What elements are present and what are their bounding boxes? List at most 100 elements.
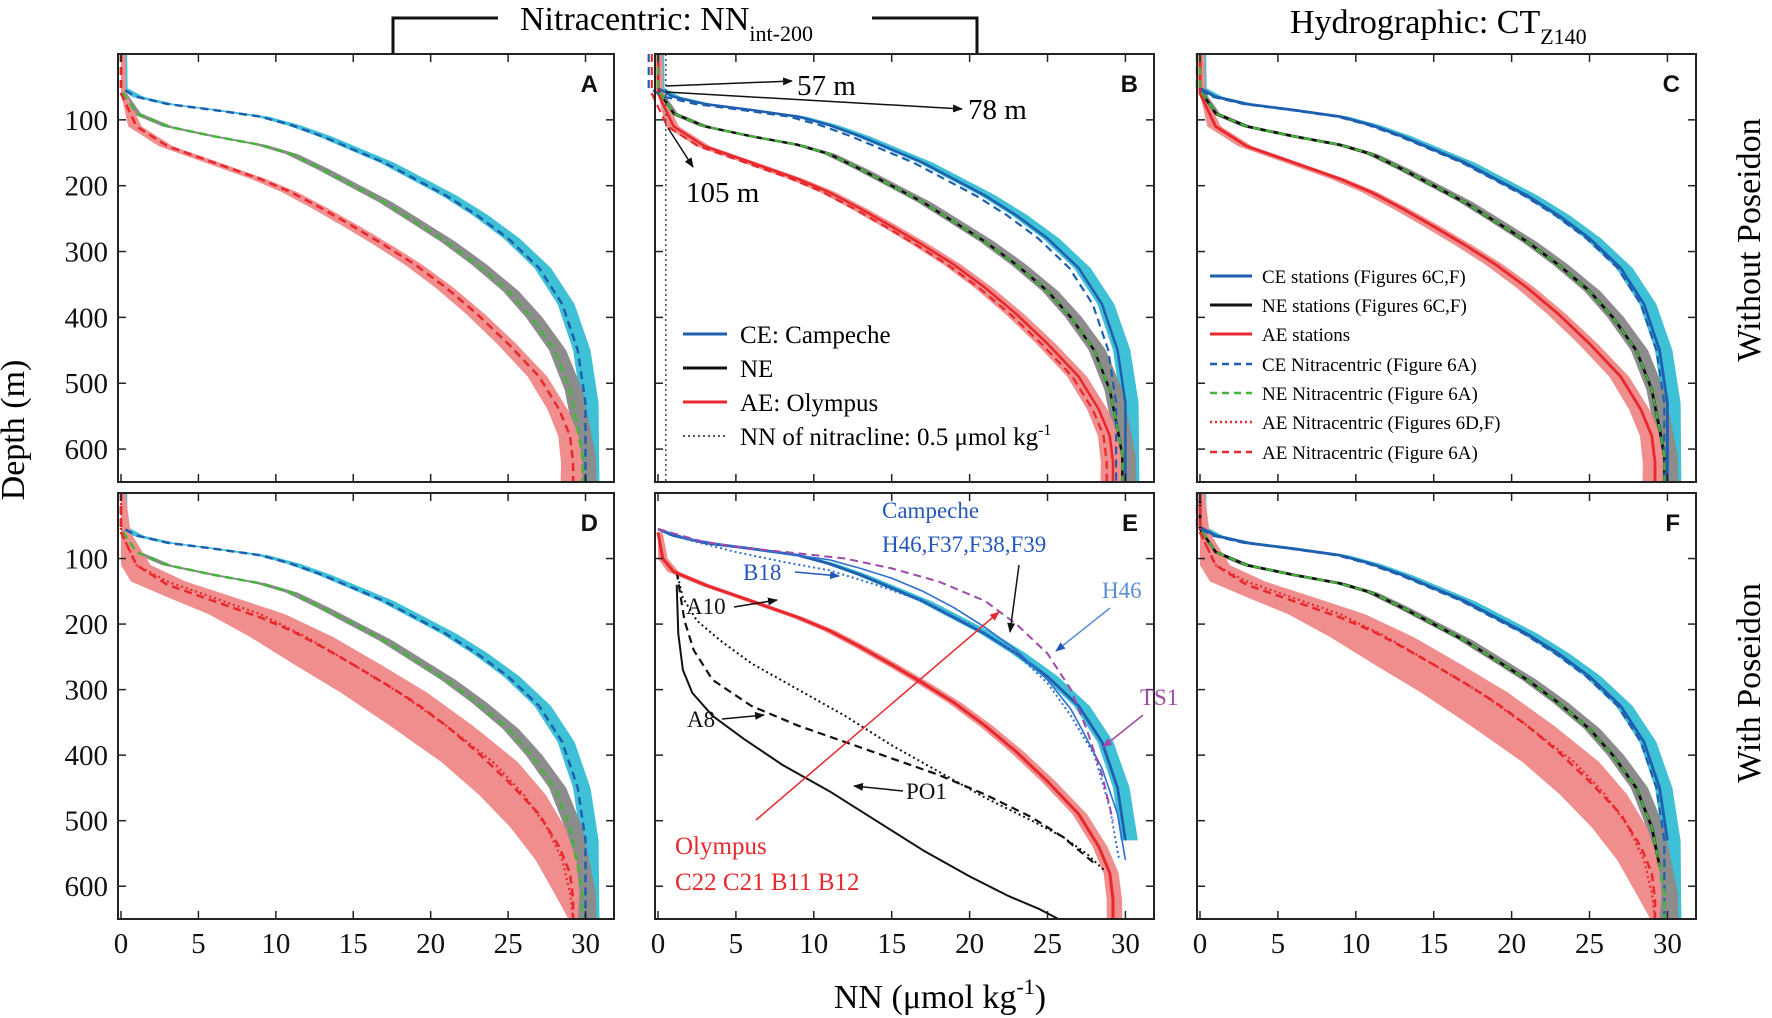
x-tick-label: 10 bbox=[261, 928, 290, 960]
arrow-b18 bbox=[794, 571, 840, 580]
axes-panel-f: 0 5 10 15 20 25 30 F bbox=[1193, 492, 1697, 960]
ce-nitracentric-line bbox=[647, 54, 1118, 482]
x-tick-label: 25 bbox=[1033, 928, 1062, 960]
ts1-line bbox=[657, 528, 1114, 821]
chart-panel-c bbox=[1195, 54, 1682, 482]
label-olympus: Olympus bbox=[675, 833, 767, 860]
a10-line bbox=[675, 571, 1105, 871]
label-po1: PO1 bbox=[906, 779, 947, 804]
y-tick-label: 300 bbox=[65, 675, 109, 707]
arrow-105m bbox=[667, 127, 694, 168]
arrow-po1 bbox=[853, 782, 904, 792]
arrow-57m bbox=[665, 77, 793, 87]
chart-panel-b bbox=[647, 54, 1140, 482]
legend-c-ae-stations: AE stations bbox=[1262, 325, 1350, 346]
frame-panel-f bbox=[1196, 492, 1697, 920]
legend-b-ae: AE: Olympus bbox=[740, 390, 878, 417]
ae-range-band bbox=[1200, 493, 1662, 919]
label-b18: B18 bbox=[743, 560, 781, 585]
x-tick-label: 10 bbox=[1341, 928, 1370, 960]
arrow-78m bbox=[665, 91, 963, 113]
ae-stations-line bbox=[1198, 54, 1657, 482]
x-tick-label: 5 bbox=[191, 928, 206, 960]
panel-label-d: D bbox=[581, 510, 598, 537]
ae-nitracentric-dashed-line bbox=[119, 493, 575, 919]
x-tick-label: 5 bbox=[729, 928, 744, 960]
ne-line bbox=[656, 54, 1124, 482]
axes-panel-a: 100 200 300 400 500 600 A bbox=[65, 53, 615, 483]
legend-c-ae-nitracentric: AE Nitracentric (Figure 6A) bbox=[1262, 443, 1478, 464]
label-h46: H46 bbox=[1102, 578, 1142, 603]
annotations-panel-e: Campeche H46,F37,F38,F39 B18 H46 A10 TS1… bbox=[675, 498, 1178, 896]
y-tick-label: 100 bbox=[65, 544, 109, 576]
arrow-ts1 bbox=[1102, 714, 1144, 748]
a8-line bbox=[675, 571, 1096, 865]
x-tick-label: 15 bbox=[339, 928, 368, 960]
x-tick-label: 5 bbox=[1271, 928, 1286, 960]
y-tick-label: 300 bbox=[65, 237, 109, 269]
chart-panel-a bbox=[119, 54, 600, 482]
y-tick-label: 100 bbox=[65, 105, 109, 137]
y-tick-label: 200 bbox=[65, 609, 109, 641]
frame-panel-d bbox=[117, 492, 615, 920]
x-tick-label: 15 bbox=[1419, 928, 1448, 960]
label-a10: A10 bbox=[686, 594, 726, 619]
x-axis-label: NN (μmol kg-1) bbox=[834, 974, 1046, 1016]
x-tick-label: 30 bbox=[571, 928, 600, 960]
header-hydrographic: Hydrographic: CTZ140 bbox=[1290, 4, 1587, 49]
frame-panel-b bbox=[654, 53, 1155, 483]
frame-panel-e bbox=[654, 492, 1155, 920]
y-axis-label: Depth (m) bbox=[0, 360, 32, 501]
ae-range-band bbox=[121, 493, 580, 919]
y-tick-label: 200 bbox=[65, 171, 109, 203]
x-tick-label: 0 bbox=[1193, 928, 1208, 960]
chart-panel-e bbox=[656, 527, 1138, 920]
row-label-without-poseidon: Without Poseidon bbox=[1731, 118, 1768, 361]
ne-range-band bbox=[658, 54, 1137, 482]
y-tick-label: 400 bbox=[65, 740, 109, 772]
legend-c-ae-nitracentric-dotted: AE Nitracentric (Figures 6D,F) bbox=[1262, 413, 1501, 434]
x-tick-label: 10 bbox=[799, 928, 828, 960]
axes-panel-d: 0 5 10 15 20 25 30 100 200 300 400 500 600 D bbox=[65, 492, 615, 960]
ne-nitracentric-line bbox=[1198, 493, 1666, 919]
label-olympus-stations: C22 C21 B11 B12 bbox=[675, 869, 860, 896]
ce-range-band bbox=[1200, 493, 1682, 919]
axes-panel-c: C bbox=[1196, 53, 1697, 483]
x-tick-label: 0 bbox=[651, 928, 666, 960]
axes-panel-e: 0 5 10 15 20 25 30 E bbox=[651, 492, 1155, 960]
ae-nitracentric-line bbox=[119, 54, 575, 482]
frame-panel-c bbox=[1196, 53, 1697, 483]
legend-panel-c: CE stations (Figures 6C,F) NE stations (… bbox=[1210, 267, 1501, 464]
legend-b-nn: NN of nitracline: 0.5 μmol kg-1 bbox=[740, 422, 1051, 451]
legend-c-ne-stations: NE stations (Figures 6C,F) bbox=[1262, 296, 1467, 317]
arrow-a8 bbox=[721, 711, 765, 720]
ce-range-band bbox=[121, 493, 600, 919]
ne-nitracentric-line bbox=[1198, 54, 1666, 482]
ne-range-band bbox=[121, 493, 597, 919]
label-57m: 57 m bbox=[797, 70, 856, 102]
ce-nitracentric-line bbox=[119, 54, 587, 482]
ne-nitracentric-line bbox=[119, 493, 584, 919]
ae-nitracentric-dotted-line bbox=[119, 493, 575, 920]
row-label-with-poseidon: With Poseidon bbox=[1731, 583, 1768, 783]
legend-panel-b: CE: Campeche NE AE: Olympus NN of nitrac… bbox=[683, 322, 1051, 451]
arrow-olympus bbox=[755, 611, 1000, 821]
ne-range-band bbox=[1200, 493, 1679, 919]
panel-label-f: F bbox=[1665, 510, 1680, 537]
annotations-panel-b: 57 m 78 m 105 m bbox=[665, 70, 1027, 209]
ce-range-band bbox=[658, 54, 1140, 482]
panel-label-a: A bbox=[581, 71, 598, 98]
ae-nitracentric-line bbox=[650, 54, 1108, 482]
axes-panel-b: B bbox=[654, 53, 1155, 483]
ce-nitracentric-line bbox=[1195, 493, 1666, 919]
x-tick-label: 20 bbox=[955, 928, 984, 960]
ce-nitracentric-line bbox=[119, 493, 587, 919]
panel-label-c: C bbox=[1663, 71, 1680, 98]
x-tick-label: 20 bbox=[416, 928, 445, 960]
x-tick-label: 25 bbox=[1575, 928, 1604, 960]
arrow-a10 bbox=[733, 597, 778, 608]
x-tick-label: 30 bbox=[1653, 928, 1682, 960]
x-tick-label: 0 bbox=[114, 928, 129, 960]
